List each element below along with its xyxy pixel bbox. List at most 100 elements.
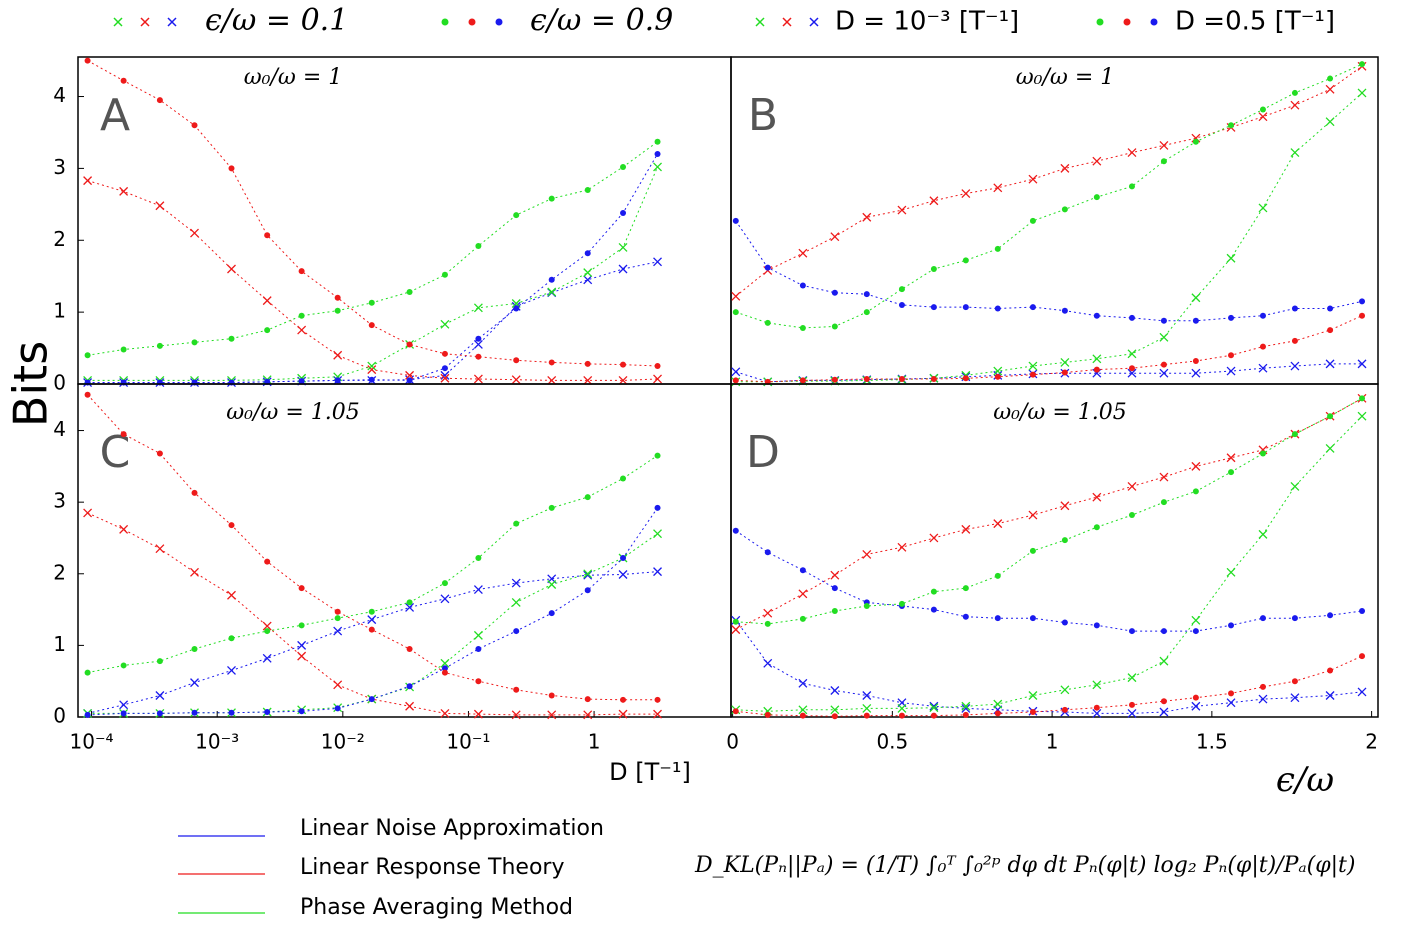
point-dot bbox=[441, 365, 448, 372]
point-dot bbox=[475, 335, 482, 342]
y-axis-label: Bits bbox=[4, 341, 58, 427]
point-cross bbox=[798, 248, 808, 258]
point-cross bbox=[119, 186, 129, 196]
point-dot bbox=[654, 504, 661, 511]
point-cross bbox=[862, 212, 872, 222]
point-cross bbox=[440, 319, 450, 329]
point-dot bbox=[1128, 314, 1135, 321]
point-dot bbox=[1160, 317, 1167, 324]
point-cross bbox=[1159, 332, 1169, 342]
point-dot bbox=[441, 271, 448, 278]
point-dot bbox=[156, 97, 163, 104]
point-cross bbox=[547, 287, 557, 297]
point-dot bbox=[1192, 317, 1199, 324]
point-dot bbox=[1259, 106, 1266, 113]
point-dot bbox=[513, 520, 520, 527]
series-line bbox=[87, 166, 658, 381]
point-dot bbox=[1128, 365, 1135, 372]
point-cross bbox=[473, 630, 483, 640]
point-cross bbox=[1127, 349, 1137, 359]
point-dot bbox=[513, 686, 520, 693]
series-line bbox=[735, 620, 1363, 714]
point-cross bbox=[653, 529, 662, 539]
point-dot bbox=[1259, 615, 1266, 622]
point-cross bbox=[1191, 615, 1201, 625]
point-cross bbox=[405, 602, 415, 612]
point-cross bbox=[1127, 708, 1137, 718]
point-cross bbox=[862, 691, 872, 700]
point-dot bbox=[1093, 194, 1100, 201]
point-dot bbox=[1228, 469, 1235, 476]
point-cross bbox=[333, 626, 343, 636]
point-dot bbox=[334, 294, 341, 301]
point-cross bbox=[830, 705, 840, 715]
point-dot bbox=[799, 712, 806, 719]
point-dot bbox=[994, 245, 1001, 252]
legend-marker bbox=[468, 18, 476, 26]
point-dot bbox=[368, 626, 375, 633]
point-dot bbox=[1327, 667, 1334, 674]
point-dot bbox=[513, 628, 520, 635]
point-dot bbox=[1359, 61, 1366, 68]
panel-frame bbox=[730, 56, 1379, 385]
point-dot bbox=[1359, 653, 1366, 660]
series-line bbox=[735, 655, 1363, 717]
legend-label: ϵ/ω = 0.9 bbox=[530, 3, 673, 38]
point-dot bbox=[1359, 608, 1366, 615]
point-dot bbox=[994, 615, 1001, 622]
point-cross bbox=[155, 544, 165, 554]
point-dot bbox=[334, 615, 341, 622]
point-dot bbox=[930, 304, 937, 311]
series-line bbox=[87, 60, 658, 367]
point-cross bbox=[473, 585, 483, 594]
legend-marker bbox=[495, 18, 503, 26]
point-cross bbox=[333, 680, 343, 690]
point-cross bbox=[1028, 174, 1038, 184]
point-cross bbox=[1092, 492, 1102, 502]
point-cross bbox=[763, 658, 773, 668]
point-cross bbox=[1357, 359, 1367, 369]
point-dot bbox=[441, 580, 448, 587]
point-cross bbox=[1325, 691, 1335, 700]
point-cross bbox=[367, 365, 377, 375]
legend-marker bbox=[809, 17, 819, 27]
point-cross bbox=[1290, 693, 1300, 703]
point-dot bbox=[191, 709, 198, 716]
point-dot bbox=[1160, 628, 1167, 635]
point-cross bbox=[1290, 100, 1300, 110]
series-line bbox=[87, 394, 658, 701]
point-dot bbox=[930, 266, 937, 273]
point-dot bbox=[120, 346, 127, 353]
point-dot bbox=[799, 324, 806, 331]
point-cross bbox=[1325, 443, 1335, 453]
point-dot bbox=[191, 339, 198, 346]
point-dot bbox=[863, 291, 870, 298]
point-dot bbox=[1259, 312, 1266, 319]
y-tick-label: 1 bbox=[53, 632, 66, 656]
panel-label: B bbox=[748, 90, 778, 141]
point-dot bbox=[368, 299, 375, 306]
point-cross bbox=[618, 242, 628, 252]
point-dot bbox=[1160, 698, 1167, 705]
point-cross bbox=[1357, 88, 1367, 98]
x-tick-label: 10⁻³ bbox=[195, 730, 239, 754]
series-line bbox=[87, 512, 658, 716]
point-dot bbox=[962, 375, 969, 382]
point-dot bbox=[1291, 431, 1298, 438]
point-dot bbox=[406, 289, 413, 296]
point-cross bbox=[798, 678, 808, 688]
series-line bbox=[87, 153, 658, 384]
point-dot bbox=[930, 588, 937, 595]
point-dot bbox=[1228, 122, 1235, 129]
point-cross bbox=[653, 162, 662, 172]
x-tick-label: 1.5 bbox=[1196, 730, 1228, 754]
point-cross bbox=[547, 375, 557, 385]
panel-frame bbox=[77, 383, 732, 718]
panel-annotation: ω₀/ω = 1.05 bbox=[226, 400, 360, 425]
point-dot bbox=[1093, 622, 1100, 629]
x-tick-label: 1 bbox=[1046, 730, 1059, 754]
point-dot bbox=[264, 708, 271, 715]
point-dot bbox=[1029, 708, 1036, 715]
point-dot bbox=[513, 305, 520, 312]
